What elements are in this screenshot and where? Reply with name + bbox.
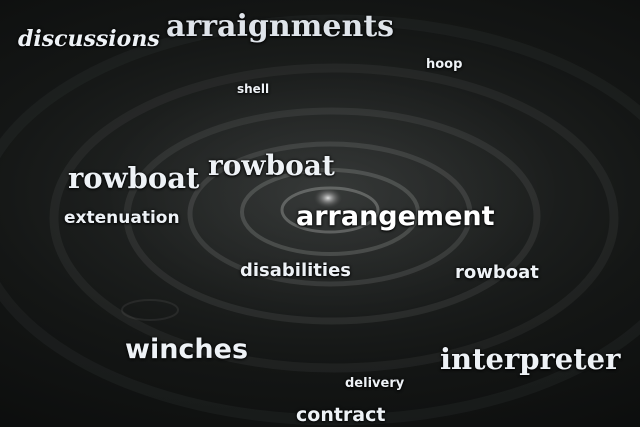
- water-drop: [314, 188, 342, 208]
- word-rowboat-center: rowboat: [208, 149, 335, 182]
- word-delivery: delivery: [345, 376, 405, 391]
- word-hoop: hoop: [426, 57, 463, 72]
- word-arraignments: arraignments: [166, 9, 395, 44]
- word-contract: contract: [296, 404, 386, 426]
- word-rowboat-right: rowboat: [455, 262, 539, 283]
- word-interpreter: interpreter: [440, 342, 621, 376]
- word-winches: winches: [125, 334, 249, 365]
- word-shell: shell: [237, 82, 270, 96]
- word-extenuation: extenuation: [64, 208, 180, 228]
- word-disabilities: disabilities: [240, 260, 352, 281]
- word-rowboat-left: rowboat: [68, 161, 200, 195]
- word-discussions: discussions: [18, 26, 160, 52]
- word-arrangement: arrangement: [296, 201, 495, 232]
